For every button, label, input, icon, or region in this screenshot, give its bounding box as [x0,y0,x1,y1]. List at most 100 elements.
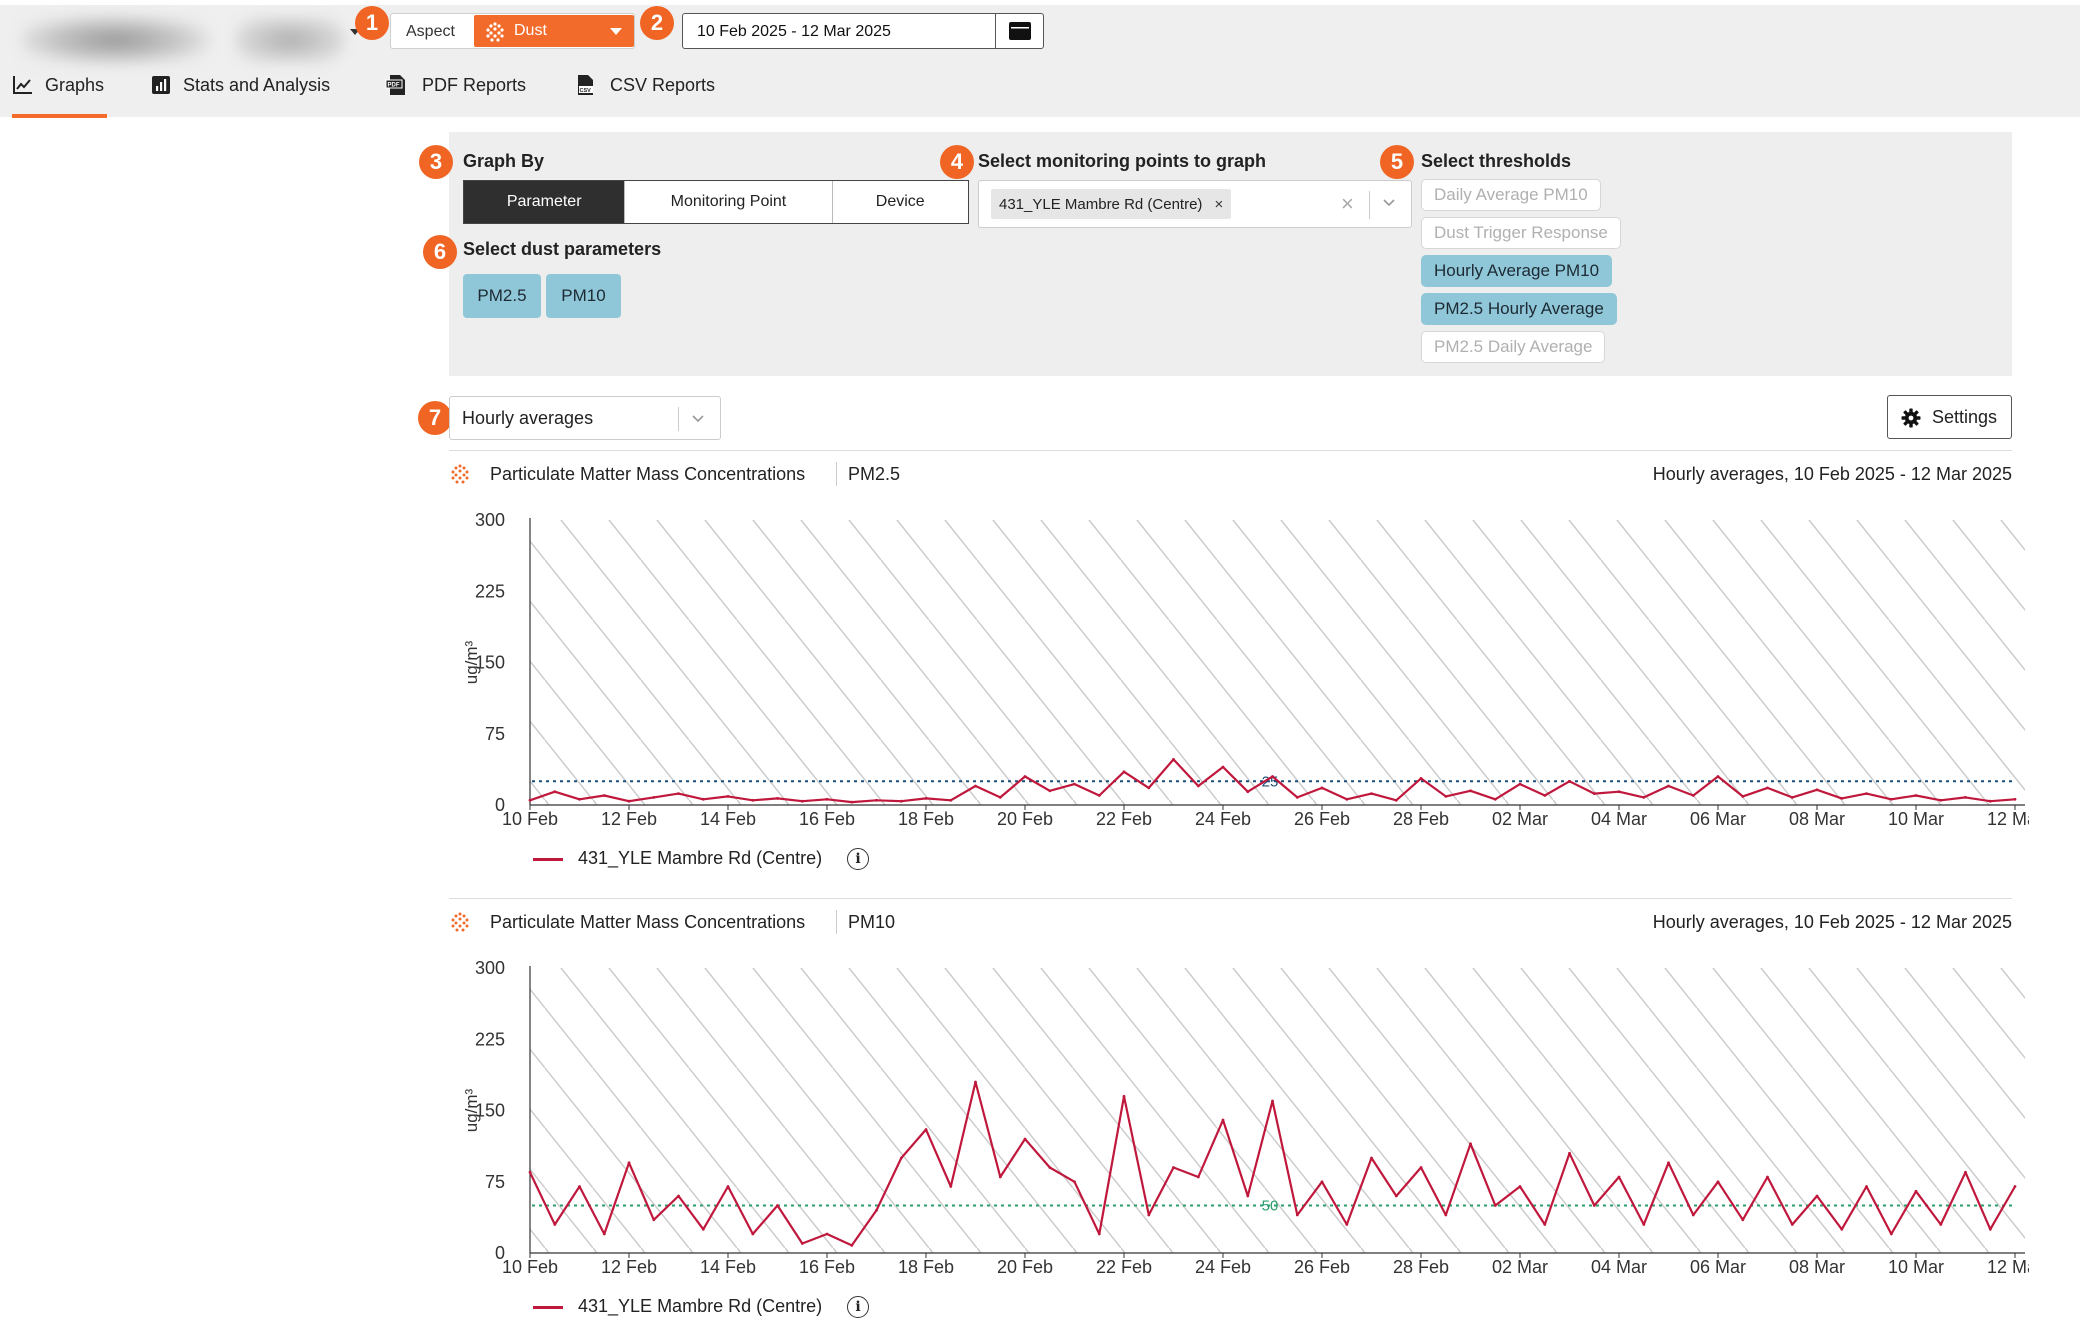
step-badge-3: 3 [419,145,453,179]
aspect-value: Dust [514,22,547,39]
x-tick-label: 02 Mar [1492,1257,1548,1277]
caret-down-icon [610,28,622,35]
series-point [1741,1218,1745,1222]
threshold-dust-trigger-response[interactable]: Dust Trigger Response [1421,217,1621,249]
x-tick-label: 28 Feb [1393,1257,1449,1277]
chart-title: Particulate Matter Mass Concentrations [490,464,806,484]
svg-text:CSV: CSV [580,88,592,94]
series-point [1667,784,1670,788]
x-tick-label: 22 Feb [1096,809,1152,829]
threshold-daily-average-pm10[interactable]: Daily Average PM10 [1421,179,1601,211]
series-point [1667,1161,1670,1165]
series-point [1914,794,1918,797]
x-tick-label: 04 Mar [1591,809,1647,829]
y-tick-label: 150 [475,653,505,673]
blurred-project-name[interactable] [235,17,345,63]
info-icon[interactable]: i [847,1296,869,1318]
blurred-organisation-logo[interactable] [20,15,210,65]
remove-tag-icon[interactable]: × [1214,195,1224,213]
x-tick-label: 06 Mar [1690,1257,1746,1277]
graph-by-title: Graph By [463,151,545,171]
series-point [1122,1094,1126,1098]
param-chip-pm25[interactable]: PM2.5 [463,274,541,318]
step-badge-5: 5 [1380,145,1414,179]
series-point [1840,797,1844,800]
x-tick-label: 16 Feb [799,1257,855,1277]
chart-plot-background [530,520,2025,805]
series-point [602,794,606,797]
graph-by-monitoring-point-button[interactable]: Monitoring Point [625,181,833,223]
series-point [1221,765,1225,769]
series-point [949,798,953,802]
monitoring-points-select[interactable]: 431_YLE Mambre Rd (Centre) × × [978,180,1412,228]
series-point [1221,1118,1225,1122]
series-point [1617,1175,1621,1179]
x-tick-label: 10 Mar [1888,809,1944,829]
pm10-chart[interactable]: 0 75 150 225 300 ug/m³ 10 Feb 12 Feb 14 Feb 16 Fe… [449,948,2029,1288]
series-point [1097,794,1101,797]
x-tick-label: 10 Feb [502,809,558,829]
chart-title-separator [836,462,837,486]
chevron-down-icon [692,415,704,423]
series-point [726,795,730,798]
graph-by-device-button[interactable]: Device [875,193,925,210]
param-chip-pm10[interactable]: PM10 [546,274,621,318]
settings-label: Settings [1932,407,1998,427]
chart-legend[interactable]: 431_YLE Mambre Rd (Centre) i [533,848,873,872]
series-point [1469,789,1472,793]
series-point [602,1232,606,1236]
chart-divider [449,450,2012,451]
threshold-hourly-average-pm10[interactable]: Hourly Average PM10 [1421,255,1613,287]
y-tick-label: 0 [495,1243,505,1263]
aspect-dropdown[interactable]: Dust [474,15,634,47]
x-tick-label: 26 Feb [1294,809,1350,829]
series-point [924,797,928,800]
series-point [1741,795,1745,798]
dust-icon [451,912,469,932]
settings-button[interactable]: Settings [1887,395,2012,439]
threshold-pm25-daily-average[interactable]: PM2.5 Daily Average [1421,331,1606,363]
chart-legend[interactable]: 431_YLE Mambre Rd (Centre) i [533,1296,873,1320]
series-point [1345,797,1349,801]
series-point [578,1185,581,1188]
clear-icon[interactable]: × [1341,191,1354,216]
tab-graphs[interactable]: Graphs [12,70,107,118]
date-range-picker[interactable]: 10 Feb 2025 - 12 Mar 2025 [682,13,1044,49]
series-point [1568,779,1571,783]
series-point [677,1194,680,1198]
series-point [1172,1166,1175,1169]
averaging-select[interactable]: Hourly averages [449,396,721,440]
select-separator [678,407,679,431]
x-tick-label: 10 Mar [1888,1257,1944,1277]
series-point [825,1232,829,1236]
step-badge-6: 6 [423,235,457,269]
info-icon[interactable]: i [847,848,869,870]
x-tick-label: 08 Mar [1789,809,1845,829]
tab-stats-and-analysis[interactable]: Stats and Analysis [150,70,350,118]
series-point [800,1242,804,1245]
series-point [998,796,1002,799]
calendar-button[interactable] [995,14,1043,48]
graph-options-panel [449,132,2012,376]
caret-down-icon[interactable] [350,29,360,35]
y-tick-label: 225 [475,1029,505,1049]
series-point [825,797,829,801]
tab-label: Graphs [45,75,105,95]
chevron-down-icon[interactable] [1381,195,1397,211]
pm25-chart[interactable]: 0 75 150 225 300 ug/m³ 10 Feb 12 Feb 14 Feb 16 Fe… [449,500,2029,840]
series-point [1394,798,1398,802]
threshold-pm25-hourly-average[interactable]: PM2.5 Hourly Average [1421,293,1617,325]
calendar-icon [1009,22,1031,40]
tab-label: Stats and Analysis [183,75,331,95]
series-point [1914,1189,1918,1193]
graph-by-parameter-button[interactable]: Parameter [464,181,626,223]
series-point [1568,1151,1571,1155]
series-point [1097,1232,1101,1236]
tab-csv-reports[interactable]: CSV CSV Reports [575,70,735,118]
tab-pdf-reports[interactable]: PDF PDF Reports [385,70,545,118]
line-chart-icon [13,76,32,94]
series-point [1172,758,1175,761]
series-point [627,1161,631,1165]
series-point [1295,796,1299,799]
series-point [1023,775,1027,778]
